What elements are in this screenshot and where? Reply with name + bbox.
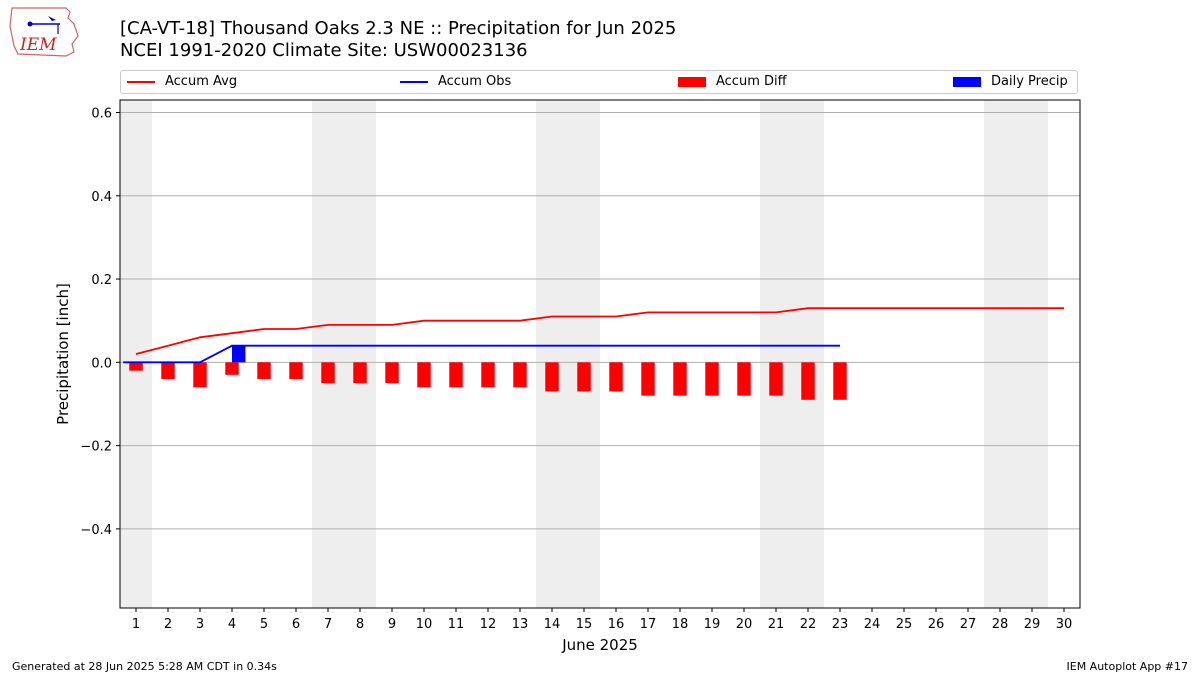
daily-precip-bar	[232, 345, 246, 363]
accum-diff-bar	[417, 362, 431, 388]
x-tick-label: 8	[356, 617, 364, 632]
legend-label: Accum Diff	[716, 74, 787, 89]
weekend-shade	[984, 100, 1048, 608]
accum-diff-bar	[161, 362, 175, 379]
x-tick-label: 24	[864, 617, 881, 632]
legend-label: Accum Obs	[438, 74, 512, 89]
weekend-shade	[312, 100, 376, 608]
accum-diff-bar	[353, 362, 367, 384]
accum-diff-bar	[321, 362, 335, 384]
y-tick-label: 0.2	[91, 273, 112, 288]
x-tick-label: 22	[800, 617, 817, 632]
x-tick-label: 4	[228, 617, 236, 632]
x-tick-label: 6	[292, 617, 300, 632]
y-tick-label: 0.6	[91, 106, 112, 121]
x-tick-label: 5	[260, 617, 268, 632]
x-tick-label: 17	[640, 617, 657, 632]
x-tick-label: 10	[416, 617, 433, 632]
accum-diff-bar	[641, 362, 655, 396]
legend-label: Daily Precip	[991, 74, 1068, 89]
legend-swatch	[953, 76, 981, 87]
legend-swatch	[400, 80, 428, 83]
accum-diff-bar	[225, 362, 239, 375]
accum-diff-bar	[705, 362, 719, 396]
x-tick-label: 26	[928, 617, 945, 632]
accum-diff-bar	[545, 362, 559, 392]
legend-label: Accum Avg	[165, 74, 238, 89]
y-tick-label: −0.4	[80, 523, 112, 538]
legend-item-accum-obs: Accum Obs	[400, 74, 511, 89]
x-tick-label: 1	[132, 617, 140, 632]
legend-item-accum-avg: Accum Avg	[127, 74, 237, 89]
x-axis-label: June 2025	[561, 636, 638, 654]
logo-text: IEM	[19, 35, 57, 55]
x-tick-label: 9	[388, 617, 396, 632]
legend-swatch	[678, 76, 706, 87]
x-tick-label: 2	[164, 617, 172, 632]
x-tick-label: 27	[960, 617, 977, 632]
x-tick-label: 23	[832, 617, 849, 632]
x-tick-label: 20	[736, 617, 753, 632]
accum-diff-bar	[769, 362, 783, 396]
iem-logo: IEM	[8, 6, 80, 62]
x-tick-label: 12	[480, 617, 497, 632]
x-tick-label: 18	[672, 617, 689, 632]
accum-diff-bar	[577, 362, 591, 392]
x-tick-label: 11	[448, 617, 465, 632]
y-axis-label: Precipitation [inch]	[54, 283, 72, 425]
accum-diff-bar	[449, 362, 463, 388]
accum-avg-line	[135, 307, 1064, 355]
accum-diff-bar	[673, 362, 687, 396]
generated-timestamp: Generated at 28 Jun 2025 5:28 AM CDT in …	[12, 660, 277, 673]
x-tick-label: 13	[512, 617, 529, 632]
x-tick-label: 30	[1056, 617, 1073, 632]
weekend-shade	[760, 100, 824, 608]
legend-item-daily-precip: Daily Precip	[953, 74, 1068, 89]
iowa-state-outline-logo-icon: IEM	[9, 7, 79, 57]
accum-diff-bar	[833, 362, 847, 400]
weekend-shade	[536, 100, 600, 608]
chart-subtitle: NCEI 1991-2020 Climate Site: USW00023136	[120, 40, 528, 61]
accum-diff-bar	[289, 362, 303, 379]
y-tick-label: 0.0	[91, 356, 112, 371]
accum-diff-bar	[513, 362, 527, 388]
legend-item-accum-diff: Accum Diff	[678, 74, 787, 89]
chart-legend: Accum Avg Accum Obs Accum Diff Daily Pre…	[120, 70, 1078, 94]
x-tick-label: 14	[544, 617, 561, 632]
x-tick-label: 28	[992, 617, 1009, 632]
accum-diff-bar	[385, 362, 399, 384]
x-tick-label: 21	[768, 617, 785, 632]
accum-diff-bar	[481, 362, 495, 388]
accum-diff-bar	[129, 362, 143, 371]
x-tick-label: 19	[704, 617, 721, 632]
x-tick-label: 3	[196, 617, 204, 632]
plot-frame	[119, 99, 1081, 609]
x-tick-label: 29	[1024, 617, 1041, 632]
y-tick-label: −0.2	[80, 440, 112, 455]
app-credit: IEM Autoplot App #17	[1066, 660, 1189, 673]
x-tick-label: 7	[324, 617, 332, 632]
accum-obs-line	[123, 344, 840, 364]
chart-title: [CA-VT-18] Thousand Oaks 2.3 NE :: Preci…	[120, 18, 677, 39]
accum-diff-bar	[801, 362, 815, 400]
accum-diff-bar	[193, 362, 207, 388]
y-tick-label: 0.4	[91, 190, 112, 205]
accum-diff-bar	[609, 362, 623, 392]
x-tick-label: 25	[896, 617, 913, 632]
x-tick-label: 15	[576, 617, 593, 632]
x-tick-label: 16	[608, 617, 625, 632]
accum-diff-bar	[737, 362, 751, 396]
accum-diff-bar	[257, 362, 271, 379]
legend-swatch	[127, 80, 155, 83]
